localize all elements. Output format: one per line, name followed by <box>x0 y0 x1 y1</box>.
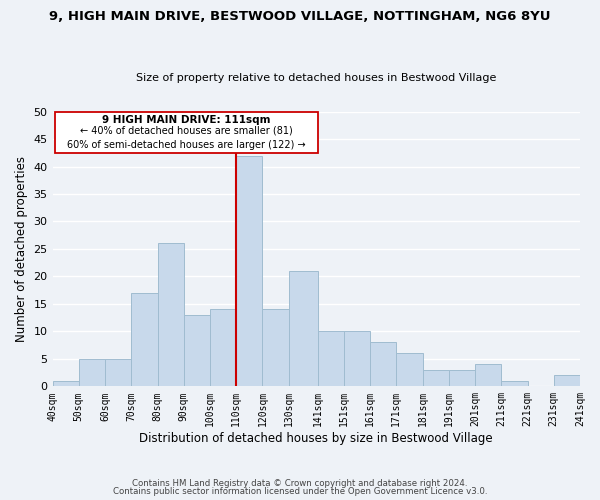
Bar <box>55 112 317 153</box>
Bar <box>184 315 210 386</box>
Text: 9 HIGH MAIN DRIVE: 111sqm: 9 HIGH MAIN DRIVE: 111sqm <box>102 115 271 125</box>
Bar <box>370 342 397 386</box>
Bar <box>105 359 131 386</box>
Title: Size of property relative to detached houses in Bestwood Village: Size of property relative to detached ho… <box>136 73 496 83</box>
Bar <box>344 332 370 386</box>
Text: 60% of semi-detached houses are larger (122) →: 60% of semi-detached houses are larger (… <box>67 140 305 149</box>
Text: Contains HM Land Registry data © Crown copyright and database right 2024.: Contains HM Land Registry data © Crown c… <box>132 478 468 488</box>
Bar <box>475 364 501 386</box>
X-axis label: Distribution of detached houses by size in Bestwood Village: Distribution of detached houses by size … <box>139 432 493 445</box>
Text: 9, HIGH MAIN DRIVE, BESTWOOD VILLAGE, NOTTINGHAM, NG6 8YU: 9, HIGH MAIN DRIVE, BESTWOOD VILLAGE, NO… <box>49 10 551 23</box>
Bar <box>158 244 184 386</box>
Text: ← 40% of detached houses are smaller (81): ← 40% of detached houses are smaller (81… <box>80 126 293 136</box>
Bar <box>317 332 344 386</box>
Bar <box>501 381 527 386</box>
Bar <box>131 293 158 386</box>
Y-axis label: Number of detached properties: Number of detached properties <box>15 156 28 342</box>
Bar <box>210 310 236 386</box>
Bar <box>289 271 317 386</box>
Text: Contains public sector information licensed under the Open Government Licence v3: Contains public sector information licen… <box>113 487 487 496</box>
Bar <box>53 381 79 386</box>
Bar <box>449 370 475 386</box>
Bar <box>554 376 580 386</box>
Bar <box>79 359 105 386</box>
Bar <box>397 354 422 386</box>
Bar <box>422 370 449 386</box>
Bar <box>236 156 262 386</box>
Bar <box>262 310 289 386</box>
